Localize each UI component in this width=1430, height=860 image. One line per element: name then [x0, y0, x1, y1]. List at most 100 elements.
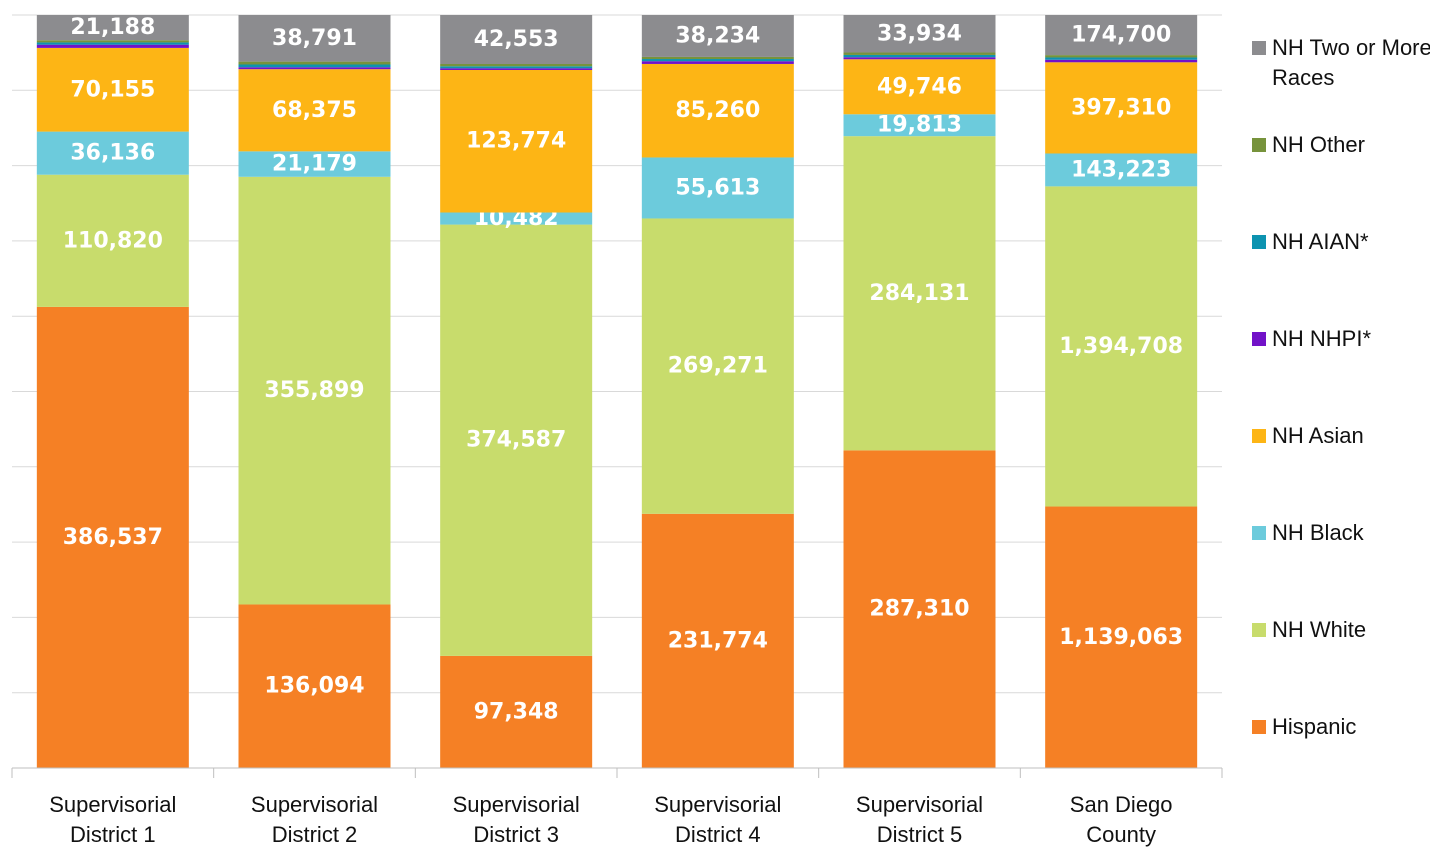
bar-segment: [440, 655, 593, 768]
bar-segment: [36, 306, 189, 768]
bar-segment: [36, 15, 189, 41]
bar-segment: [1045, 62, 1198, 154]
data-label: 85,260: [675, 98, 760, 123]
bar-segment: [440, 66, 593, 69]
bar-segment: [238, 604, 391, 768]
x-tick-label: Supervisorial District 4: [654, 792, 782, 847]
legend-label: NH Two or More Races: [1272, 35, 1430, 90]
bar-segment: [1045, 153, 1198, 187]
bar-segment: [1045, 59, 1198, 63]
bar-segment: [440, 224, 593, 656]
data-label: 21,188: [70, 15, 155, 40]
bar-segment: [238, 176, 391, 605]
bar-segment: [36, 40, 189, 43]
data-label: 110,820: [63, 228, 163, 253]
bar-segment: [641, 15, 794, 57]
bar-segment: [641, 61, 794, 64]
data-label: 49,746: [877, 74, 962, 99]
data-label: 231,774: [668, 628, 768, 653]
legend-swatch: [1252, 720, 1266, 734]
bar-segment: [843, 15, 996, 53]
x-tick-label: Supervisorial District 1: [49, 792, 177, 847]
bar-segment: [1045, 506, 1198, 768]
bar-segment: [440, 68, 593, 70]
data-label: 355,899: [264, 378, 364, 403]
bar-segment: [843, 114, 996, 137]
data-label: 284,131: [869, 281, 969, 306]
bar-segment: [36, 47, 189, 132]
bar-segment: [843, 59, 996, 115]
data-label: 36,136: [70, 141, 155, 166]
data-label: 1,139,063: [1059, 625, 1183, 650]
bar-segment: [641, 59, 794, 62]
data-label: 123,774: [466, 129, 566, 154]
bar-segment: [1045, 55, 1198, 58]
x-tick-label: San Diego County: [1069, 792, 1173, 847]
data-label: 397,310: [1071, 95, 1171, 120]
data-label: 21,179: [272, 152, 357, 177]
bar-segment: [440, 69, 593, 213]
legend-label: NH NHPI*: [1272, 326, 1372, 351]
legend-label: NH AIAN*: [1272, 229, 1369, 254]
data-label: 143,223: [1071, 157, 1171, 182]
data-label: 19,813: [877, 113, 962, 138]
bar-segment: [1045, 15, 1198, 56]
bar-segment: [843, 450, 996, 768]
data-label: 97,348: [474, 699, 559, 724]
legend-swatch: [1252, 332, 1266, 346]
bar-segment: [843, 57, 996, 60]
legend-swatch: [1252, 623, 1266, 637]
data-label: 174,700: [1071, 23, 1171, 48]
bar-segment: [36, 131, 189, 175]
bar-segment: [1045, 57, 1198, 60]
legend-swatch: [1252, 138, 1266, 152]
data-label: 136,094: [264, 674, 364, 699]
data-label: 33,934: [877, 21, 962, 46]
data-label: 38,234: [675, 23, 760, 48]
x-tick-label: Supervisorial District 2: [250, 792, 379, 847]
bar-segment: [641, 513, 794, 768]
data-label: 269,271: [668, 354, 768, 379]
bar-segment: [1045, 186, 1198, 507]
x-tick-label: Supervisorial District 5: [855, 792, 984, 847]
bar-segment: [641, 218, 794, 514]
data-label: 70,155: [70, 77, 155, 102]
data-label: 55,613: [675, 175, 760, 200]
bar-segment: [238, 15, 391, 62]
data-label: 68,375: [272, 98, 357, 123]
bar-segment: [641, 63, 794, 158]
bar-segment: [843, 54, 996, 58]
bar-segment: [36, 42, 189, 45]
bar-segment: [641, 56, 794, 60]
legend-label: NH Black: [1272, 520, 1364, 545]
bar-segment: [440, 15, 593, 64]
bar-segment: [843, 52, 996, 55]
bar-segment: [36, 174, 189, 307]
data-label: 287,310: [869, 597, 969, 622]
data-label: 386,537: [63, 525, 163, 550]
bar-segment: [440, 63, 593, 67]
data-label: 42,553: [474, 27, 559, 52]
bar-segment: [238, 151, 391, 177]
legend-label: NH Other: [1272, 132, 1365, 157]
legend-label: NH White: [1272, 617, 1367, 642]
data-label: 38,791: [272, 26, 357, 51]
bar-segment: [36, 44, 189, 48]
data-label: 1,394,708: [1059, 334, 1183, 359]
data-label: 374,587: [466, 428, 566, 453]
bar-segment: [238, 64, 391, 68]
legend-label: NH Asian: [1272, 423, 1364, 448]
legend-swatch: [1252, 41, 1266, 55]
legend-swatch: [1252, 235, 1266, 249]
x-tick-label: Supervisorial District 3: [452, 792, 580, 847]
bar-segment: [238, 61, 391, 65]
bar-segment: [843, 136, 996, 451]
legend-label: Hispanic: [1272, 714, 1357, 739]
bar-segment: [641, 157, 794, 219]
legend-swatch: [1252, 526, 1266, 540]
bar-segment: [440, 212, 593, 225]
bar-segment: [238, 69, 391, 152]
bar-segment: [238, 67, 391, 70]
